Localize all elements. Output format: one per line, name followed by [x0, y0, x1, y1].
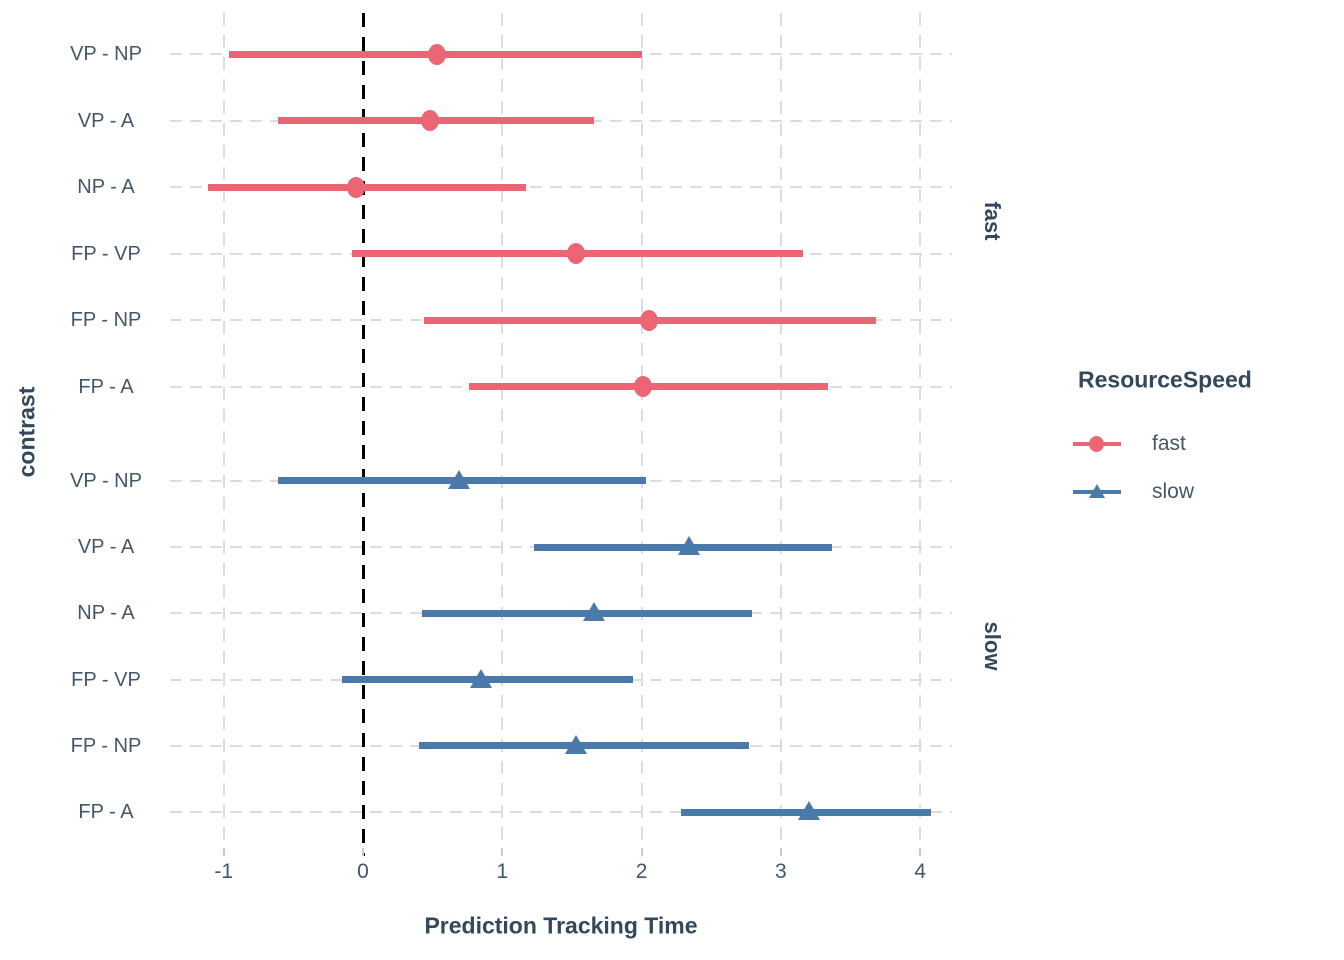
interval-bar: [208, 183, 526, 191]
x-axis-tick-mark: [501, 848, 504, 856]
vertical-gridline: [640, 13, 643, 848]
x-tick-label: -1: [214, 860, 234, 883]
vertical-gridline: [222, 13, 225, 848]
y-tick-label: FP - A: [78, 375, 134, 398]
y-tick-label: VP - A: [77, 109, 135, 132]
horizontal-gridline: [170, 186, 952, 189]
point-estimate-triangle: [797, 801, 820, 821]
x-tick-label: 2: [635, 860, 648, 883]
x-tick-label: 1: [496, 860, 509, 883]
point-estimate-circle: [633, 376, 652, 398]
zero-reference-line: [361, 13, 365, 856]
x-tick-label: 3: [775, 860, 787, 883]
y-tick-label: NP - A: [77, 176, 135, 199]
y-tick-label: VP - NP: [70, 469, 142, 492]
point-estimate-circle: [347, 176, 366, 198]
x-axis-title: Prediction Tracking Time: [424, 912, 698, 939]
point-estimate-triangle: [583, 602, 606, 622]
x-axis-tick-mark: [362, 848, 364, 856]
point-estimate-triangle: [677, 536, 700, 555]
x-axis-tick-mark: [640, 848, 643, 856]
point-estimate-triangle: [448, 469, 471, 489]
y-tick-label: NP - A: [77, 602, 135, 625]
point-estimate-triangle: [470, 668, 493, 688]
vertical-gridline: [779, 13, 782, 848]
horizontal-gridline: [170, 811, 952, 814]
x-axis-tick-mark: [919, 848, 922, 856]
point-estimate-circle: [567, 243, 586, 265]
x-axis-tick-mark: [222, 848, 225, 856]
y-tick-label: FP - NP: [70, 734, 142, 757]
point-estimate-circle: [420, 110, 439, 132]
legend-title: ResourceSpeed: [1078, 366, 1252, 393]
y-tick-label: FP - VP: [71, 242, 141, 265]
y-tick-label: VP - NP: [70, 43, 142, 66]
x-axis-tick-mark: [779, 848, 782, 856]
legend-item-label: fast: [1152, 432, 1186, 455]
x-tick-label: 0: [357, 860, 369, 883]
vertical-gridline: [501, 13, 504, 848]
x-tick-label: 4: [914, 860, 927, 883]
y-tick-label: FP - VP: [71, 668, 141, 691]
y-tick-label: VP - A: [77, 536, 135, 558]
point-estimate-triangle: [565, 734, 588, 754]
facet-strip-label: fast: [980, 200, 1005, 241]
legend-key-circle: [1089, 436, 1104, 452]
point-estimate-circle: [639, 309, 658, 331]
vertical-gridline: [919, 13, 922, 848]
point-estimate-circle: [427, 43, 446, 65]
y-tick-label: FP - NP: [70, 309, 142, 332]
y-axis-title: contrast: [13, 386, 40, 478]
legend-key-triangle: [1089, 484, 1105, 498]
legend-item-label: slow: [1152, 480, 1195, 503]
facet-strip-label: slow: [980, 621, 1005, 671]
y-tick-label: FP - A: [78, 801, 134, 824]
